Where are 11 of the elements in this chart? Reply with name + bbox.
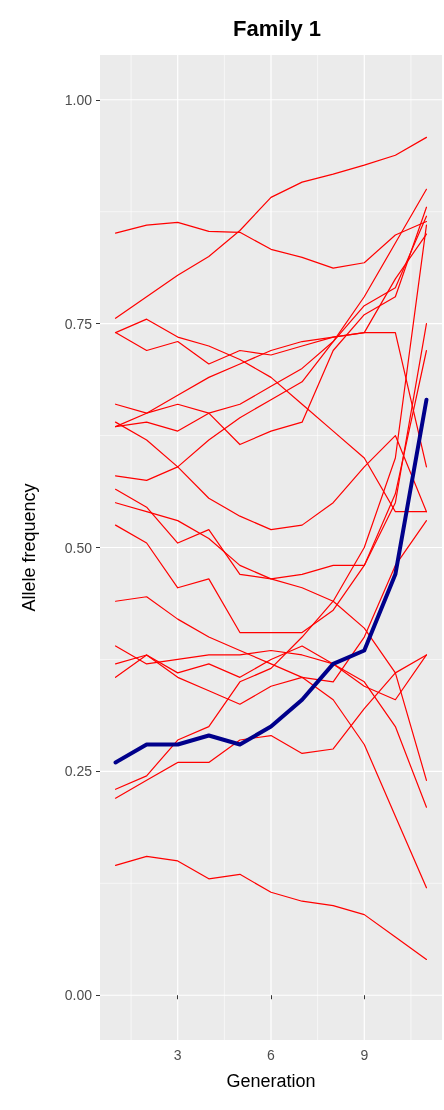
- x-tick-label: 9: [360, 1047, 369, 1063]
- y-tick-label: 1.00: [64, 91, 93, 108]
- y-axis-title: Allele frequency: [19, 483, 39, 612]
- chart-title: Family 1: [232, 15, 322, 41]
- x-axis-title: Generation: [226, 1071, 316, 1091]
- y-tick-label: 0.00: [64, 987, 93, 1004]
- y-tick-label: 0.50: [64, 539, 93, 556]
- y-tick-label: 0.75: [64, 315, 93, 332]
- x-tick-label: 3: [173, 1047, 182, 1063]
- x-tick-label: 6: [267, 1047, 276, 1063]
- y-tick-label: 0.25: [64, 763, 93, 780]
